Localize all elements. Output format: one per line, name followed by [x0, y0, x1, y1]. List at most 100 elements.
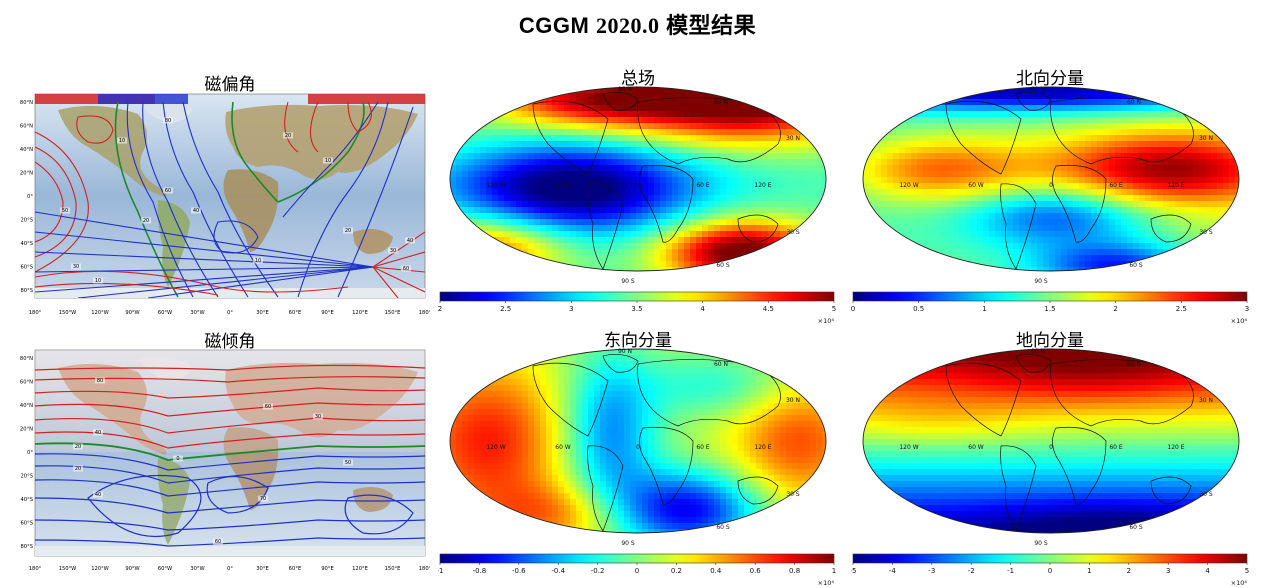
map-grid-label: 60 S — [1129, 524, 1143, 531]
lon-tick-label: 150°W — [59, 566, 77, 572]
lon-tick-label: 90°E — [321, 566, 333, 572]
colorbar-tick-label: 0.4 — [710, 567, 722, 575]
colorbar-tick-label: 2.5 — [500, 305, 511, 313]
lat-tick-label: 40°N — [20, 147, 33, 153]
colorbar — [439, 553, 835, 564]
colorbar-tick-label: 0.8 — [789, 567, 800, 575]
inclination-contour-labels: 80 60 40 20 0 20 40 60 70 30 50 — [73, 377, 353, 545]
map-grid-label: 90 S — [621, 540, 635, 547]
contour-label: 30 — [390, 248, 396, 254]
map-grid-label: 90 S — [1034, 540, 1048, 547]
continent-eurasia — [225, 362, 418, 438]
lon-tick-label: 60°W — [158, 310, 172, 316]
lon-tick-label: 180° — [29, 566, 42, 572]
contour-label: 60 — [265, 404, 271, 410]
contour-label: 50 — [62, 208, 68, 214]
map-grid-label: 60 N — [714, 361, 728, 368]
contour-label: 20 — [345, 228, 351, 234]
colorbar-tick-label: 3 — [569, 305, 573, 313]
continent-south-america — [157, 458, 190, 545]
lon-tick-label: 90°W — [125, 566, 139, 572]
lon-tick-label: 180° — [419, 566, 430, 572]
colorbar-tick-label: -0.6 — [512, 567, 526, 575]
map-grid-label: 30 S — [786, 491, 800, 498]
declination-lat-ticks: 80°N 60°N 40°N 20°N 0° 20°S 40°S 60°S 80°S — [20, 100, 33, 294]
colorbar-tick-label: 1 — [832, 567, 836, 575]
map-grid-label: 120 E — [754, 182, 771, 189]
lon-tick-label: 60°E — [289, 566, 301, 572]
map-grid-label: 60 N — [714, 99, 728, 106]
lat-tick-label: 80°N — [20, 356, 33, 362]
lon-tick-label: 180° — [419, 310, 430, 316]
map-grid-label: 30 N — [1199, 135, 1213, 142]
colorbar — [439, 291, 835, 302]
contour-label: 20 — [75, 444, 81, 450]
lat-tick-label: 40°S — [21, 497, 34, 503]
map-grid-label: 30 S — [1199, 491, 1213, 498]
continent-africa — [223, 427, 279, 510]
lon-tick-label: 180° — [29, 310, 42, 316]
continent-south-america — [157, 200, 190, 287]
contour-label: 80 — [97, 378, 103, 384]
lon-tick-label: 150°E — [385, 566, 401, 572]
lat-tick-label: 80°N — [20, 100, 33, 106]
lat-tick-label: 80°S — [21, 288, 34, 294]
map-grid-label: 30 S — [786, 229, 800, 236]
lat-tick-label: 40°N — [20, 403, 33, 409]
lon-tick-label: 60°E — [289, 310, 301, 316]
colorbar-tick-label: 0 — [851, 305, 855, 313]
map-grid-label: 30 N — [786, 135, 800, 142]
lat-tick-label: 40°S — [21, 241, 34, 247]
colorbar-tick-label: 0.5 — [913, 305, 924, 313]
contour-label: 70 — [260, 496, 266, 502]
map-grid-label: 120 W — [899, 444, 918, 451]
north-component-title: 北向分量 — [1016, 69, 1084, 89]
contour-label: 40 — [407, 238, 413, 244]
map-grid-label: 120 E — [1167, 444, 1184, 451]
map-grid-label: 0 — [1049, 182, 1053, 189]
map-grid-label: 0 — [636, 444, 640, 451]
colorbar-tick-label: -3 — [928, 567, 935, 575]
declination-title: 磁偏角 — [204, 75, 256, 95]
page-title: CGGM 2020.0 模型结果 — [0, 8, 1275, 40]
lat-tick-label: 60°S — [21, 521, 34, 527]
map-grid-label: 60 N — [1127, 99, 1141, 106]
colorbar-tick-label: -0.4 — [551, 567, 565, 575]
colorbar-tick-label: -2 — [968, 567, 975, 575]
colorbar-tick-label: 3 — [1166, 567, 1170, 575]
lat-tick-label: 60°N — [20, 380, 33, 386]
colorbar-exponent: ×10⁴ — [818, 579, 835, 586]
lat-tick-label: 80°S — [21, 544, 34, 550]
lat-tick-label: 0° — [27, 194, 33, 200]
map-grid-label: 90 N — [1031, 348, 1045, 355]
colorbar-tick-label: 5 — [832, 305, 836, 313]
lon-tick-label: 120°W — [91, 310, 109, 316]
east-component-map: 90 N 60 N 30 N 120 W 60 W 0 60 E 120 E 30 S 60 S 9… — [438, 348, 836, 586]
colorbar-tick-label: 0 — [635, 567, 639, 575]
page-title-prefix: CGGM — [518, 13, 596, 38]
map-grid-label: 120 W — [899, 182, 918, 189]
colorbar-tick-label: 0 — [1048, 567, 1052, 575]
lon-tick-label: 60°W — [158, 566, 172, 572]
colorbar-tick-label: 3.5 — [631, 305, 642, 313]
map-grid-label: 30 N — [1199, 397, 1213, 404]
continent-antarctica — [35, 546, 425, 556]
contour-label: 40 — [95, 492, 101, 498]
lon-tick-label: 150°E — [385, 310, 401, 316]
colorbar-tick-label: 4.5 — [763, 305, 774, 313]
map-grid-label: 90 N — [618, 348, 632, 355]
continent-antarctica — [35, 288, 425, 298]
lon-tick-label: 0° — [227, 566, 233, 572]
contour-label: 20 — [143, 218, 149, 224]
colorbar-tick-label: -1 — [1007, 567, 1014, 575]
lon-tick-label: 30°E — [256, 566, 268, 572]
colorbar-tick-label: -1 — [438, 567, 443, 575]
colorbar-tick-label: 5 — [1245, 567, 1249, 575]
map-grid-label: 90 N — [618, 86, 632, 93]
map-grid-label: 120 W — [486, 444, 505, 451]
total-field-title: 总场 — [621, 69, 655, 89]
page-title-year: 2020.0 — [595, 13, 660, 38]
lon-tick-label: 30°W — [190, 310, 204, 316]
colorbar-tick-label: 3 — [1245, 305, 1249, 313]
contour-label: 10 — [325, 158, 331, 164]
